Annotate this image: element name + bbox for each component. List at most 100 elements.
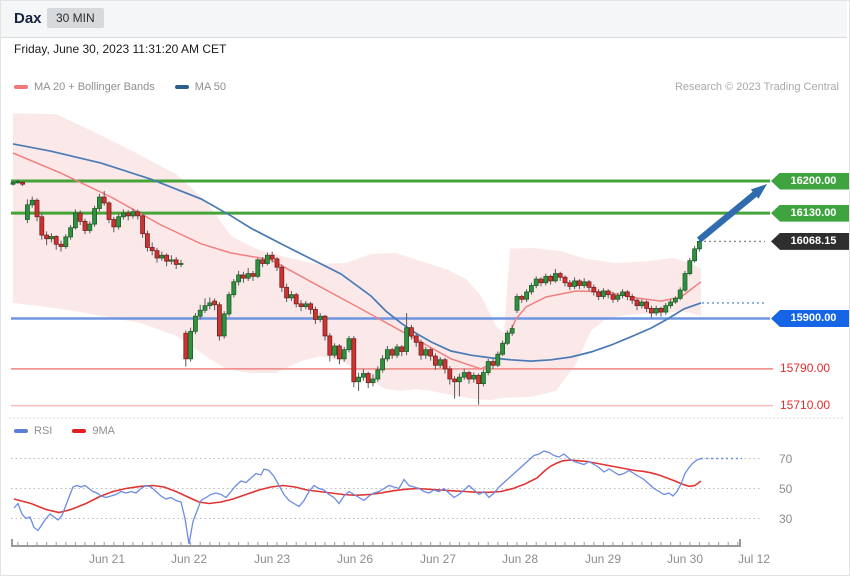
candle-body xyxy=(250,273,256,277)
candle-body xyxy=(293,294,299,305)
candle-body xyxy=(159,254,165,259)
candle-body xyxy=(658,308,664,313)
candle-body xyxy=(288,294,294,299)
candle-body xyxy=(236,274,242,283)
candle-body xyxy=(336,345,342,360)
candle-body xyxy=(428,349,434,357)
candle-body xyxy=(346,338,352,351)
candle-body xyxy=(437,359,443,366)
candle-body xyxy=(308,303,314,310)
candle-body xyxy=(221,313,227,337)
candle-body xyxy=(178,263,184,265)
rsi-legend: RSI 9MA xyxy=(14,425,129,437)
candle-body xyxy=(341,349,347,360)
candle-body xyxy=(581,281,587,286)
candle-body xyxy=(116,216,121,228)
candle-body xyxy=(154,250,160,259)
candle-body xyxy=(591,286,597,293)
price-label-15790.00: 15790.00 xyxy=(780,360,831,375)
candle-body xyxy=(692,248,697,262)
candle-body xyxy=(553,273,558,282)
price-label-15710.00: 15710.00 xyxy=(780,397,831,412)
candle-body xyxy=(312,308,318,320)
candle-body xyxy=(168,259,174,262)
candle-body xyxy=(572,280,577,287)
candle-body xyxy=(121,212,126,218)
candle-body xyxy=(216,304,222,337)
candle-body xyxy=(73,212,78,229)
candle-body xyxy=(39,216,45,236)
candle-body xyxy=(557,273,563,278)
candle-body xyxy=(418,341,424,356)
ma20-line xyxy=(12,152,702,370)
candle-body xyxy=(24,204,30,220)
candle-body xyxy=(97,196,102,209)
forecast-arrow-shaft xyxy=(696,189,760,243)
candle-body xyxy=(663,305,669,313)
candle-body xyxy=(485,361,491,373)
candle-body xyxy=(15,181,21,184)
candle-body xyxy=(687,260,693,274)
candle-body xyxy=(58,243,64,247)
candle-body xyxy=(226,294,232,315)
x-axis-label-Jun-26: Jun 26 xyxy=(336,552,374,566)
candle-body xyxy=(260,259,266,264)
x-axis-label-Jun-22: Jun 22 xyxy=(170,552,208,566)
rsi-scale-label-70: 70 xyxy=(779,451,793,466)
forecast-arrow-head xyxy=(750,184,767,199)
candle-body xyxy=(351,338,357,383)
price-tag-16200.00: 16200.00 xyxy=(771,172,849,190)
candle-body xyxy=(596,291,601,297)
candle-body xyxy=(53,236,59,245)
candle-body xyxy=(269,254,275,260)
candle-body xyxy=(538,278,544,284)
candle-body xyxy=(101,196,107,204)
candle-body xyxy=(697,241,702,250)
candle-body xyxy=(303,303,309,307)
candle-body xyxy=(380,358,386,371)
x-axis-label-Jul-12: Jul 12 xyxy=(737,552,771,566)
candle-body xyxy=(322,315,328,337)
candle-body xyxy=(188,330,194,360)
candle-body xyxy=(509,328,515,334)
candle-body xyxy=(192,315,198,332)
candle-body xyxy=(279,266,285,288)
candle-body xyxy=(404,327,410,352)
ma50-line xyxy=(12,143,702,362)
candle-body xyxy=(615,295,621,300)
legend-item-label: MA 20 + Bollinger Bands xyxy=(34,81,155,93)
candle-body xyxy=(77,212,83,222)
candle-body xyxy=(212,300,218,306)
x-axis-label-Jun-29: Jun 29 xyxy=(584,552,622,566)
candle-body xyxy=(370,378,376,384)
candle-body xyxy=(240,274,246,279)
rsi-9ma-line xyxy=(13,459,702,514)
legend-item-label: RSI xyxy=(34,425,53,437)
candle-body xyxy=(461,372,467,378)
x-axis-label-Jun-21: Jun 21 xyxy=(88,552,126,566)
candle-body xyxy=(413,335,419,343)
x-axis-label-Jun-28: Jun 28 xyxy=(501,552,539,566)
candle-body xyxy=(495,353,501,366)
candle-body xyxy=(284,286,290,299)
candle-body xyxy=(634,299,640,307)
candle-body xyxy=(625,291,630,297)
candle-body xyxy=(63,236,69,247)
rsi-scale-label-30: 30 xyxy=(779,511,793,526)
candle-body xyxy=(519,296,525,300)
candle-body xyxy=(562,276,568,284)
candle-body xyxy=(356,376,362,383)
candle-body xyxy=(317,315,323,320)
candle-body xyxy=(202,305,208,311)
candle-body xyxy=(125,212,131,217)
candle-body xyxy=(447,368,453,380)
candle-body xyxy=(480,372,486,384)
chart-datetime: Friday, June 30, 2023 11:31:20 AM CET xyxy=(14,42,227,56)
candle-body xyxy=(68,227,73,238)
candle-body xyxy=(629,296,635,301)
legend-dash-icon xyxy=(14,429,28,433)
rsi-line xyxy=(13,450,702,545)
candle-body xyxy=(255,259,261,277)
legend-dash-icon xyxy=(174,85,189,89)
